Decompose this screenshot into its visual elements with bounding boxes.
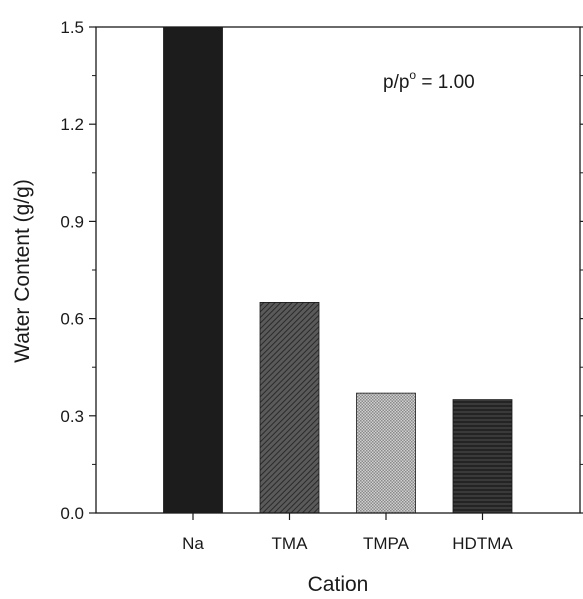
annotation-value: = 1.00: [416, 72, 475, 93]
y-tick-label: 0.0: [60, 504, 84, 523]
chart-annotation: p/po = 1.00: [383, 68, 475, 93]
bar-tma: [259, 301, 320, 514]
y-tick-label: 1.5: [60, 18, 84, 37]
x-axis-ticks: Na TMA TMPA HDTMA: [182, 513, 513, 553]
annotation-base: p/p: [383, 72, 409, 93]
bars-group: [163, 26, 513, 514]
x-axis-title: Cation: [308, 573, 369, 596]
x-tick-label: HDTMA: [452, 534, 513, 553]
y-tick-label: 0.3: [60, 407, 84, 426]
y-tick-label: 0.9: [60, 212, 84, 231]
y-axis-title: Water Content (g/g): [11, 179, 34, 363]
y-tick-label: 1.2: [60, 115, 84, 134]
bar-tmpa: [356, 392, 416, 514]
x-tick-label: Na: [182, 534, 204, 553]
bar-na: [163, 26, 223, 514]
bar-hdtma: [452, 399, 513, 514]
y-axis-ticks: 0.0 0.3 0.6 0.9 1.2 1.5: [60, 18, 583, 523]
x-tick-label: TMA: [272, 534, 309, 553]
x-tick-label: TMPA: [363, 534, 410, 553]
y-tick-label: 0.6: [60, 310, 84, 329]
annotation-superscript: o: [409, 68, 416, 82]
